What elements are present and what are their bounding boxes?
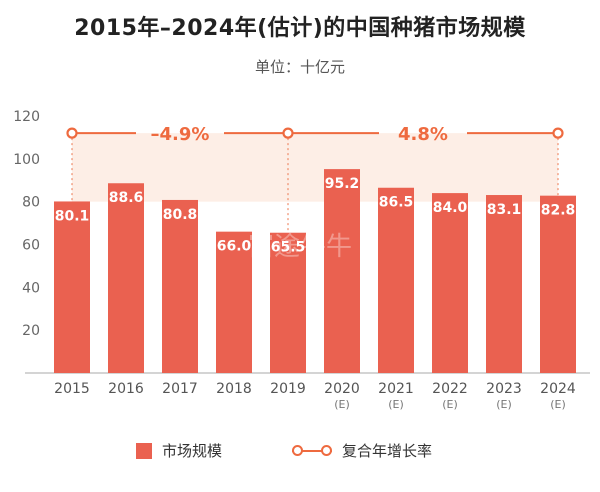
- x-tick-note: (E): [442, 398, 458, 411]
- legend: 市场规模 复合年增长率: [0, 440, 600, 464]
- y-tick-label: 80: [22, 195, 40, 211]
- bar-value-label: 88.6: [109, 190, 144, 206]
- cagr-rate-label: –4.9%: [151, 124, 210, 145]
- cagr-marker: [552, 127, 564, 139]
- y-tick-label: 40: [22, 280, 40, 296]
- x-tick-label: 2015: [54, 381, 90, 397]
- cagr-rate-label: 4.8%: [398, 124, 448, 145]
- bar-2018: [216, 231, 252, 373]
- y-tick-label: 120: [13, 109, 40, 125]
- bar-value-label: 82.8: [541, 203, 576, 219]
- bar-value-label: 84.0: [433, 200, 468, 216]
- bar-value-label: 65.5: [271, 240, 306, 256]
- bar-2019: [270, 232, 306, 373]
- bar-2020: [324, 169, 360, 373]
- x-tick-label: 2016: [108, 381, 144, 397]
- bar-2022: [432, 193, 468, 373]
- bar-2015: [54, 201, 90, 373]
- cagr-marker: [282, 127, 294, 139]
- chart-unit-subtitle: 单位：十亿元: [254, 58, 345, 76]
- legend-label-cagr: 复合年增长率: [342, 442, 433, 460]
- bar-2023: [486, 195, 522, 373]
- bar-value-label: 80.8: [163, 207, 198, 223]
- x-tick-label: 2024: [540, 381, 576, 397]
- x-tick-label: 2018: [216, 381, 252, 397]
- bar-2024: [540, 195, 576, 373]
- x-tick-label: 2022: [432, 381, 468, 397]
- cagr-marker: [66, 127, 78, 139]
- y-tick-label: 60: [22, 238, 40, 254]
- bar-2021: [378, 187, 414, 373]
- x-tick-label: 2019: [270, 381, 306, 397]
- watermark: 富途牛牛: [248, 232, 352, 262]
- x-tick-label: 2021: [378, 381, 414, 397]
- x-tick-note: (E): [388, 398, 404, 411]
- cagr-band: [72, 133, 558, 202]
- y-tick-label: 100: [13, 152, 40, 168]
- legend-line-swatch: [292, 443, 332, 459]
- legend-item-market-size: 市场规模: [136, 440, 222, 461]
- x-tick-note: (E): [550, 398, 566, 411]
- bar-2016: [108, 183, 144, 373]
- y-tick-label: 20: [22, 323, 40, 339]
- bar-value-label: 66.0: [217, 239, 252, 255]
- legend-item-cagr: 复合年增长率: [292, 440, 432, 461]
- legend-label-market-size: 市场规模: [162, 442, 223, 460]
- bar-value-label: 95.2: [325, 176, 360, 192]
- x-tick-note: (E): [334, 398, 350, 411]
- bar-value-label: 80.1: [55, 208, 90, 224]
- bar-value-label: 83.1: [487, 202, 522, 218]
- bar-value-label: 86.5: [379, 195, 414, 211]
- x-tick-label: 2017: [162, 381, 198, 397]
- x-tick-label: 2023: [486, 381, 522, 397]
- bar-2017: [162, 199, 198, 373]
- chart-title: 2015年–2024年(估计)的中国种猪市场规模: [74, 16, 526, 41]
- x-tick-note: (E): [496, 398, 512, 411]
- x-tick-label: 2020: [324, 381, 360, 397]
- legend-bar-swatch: [136, 442, 152, 459]
